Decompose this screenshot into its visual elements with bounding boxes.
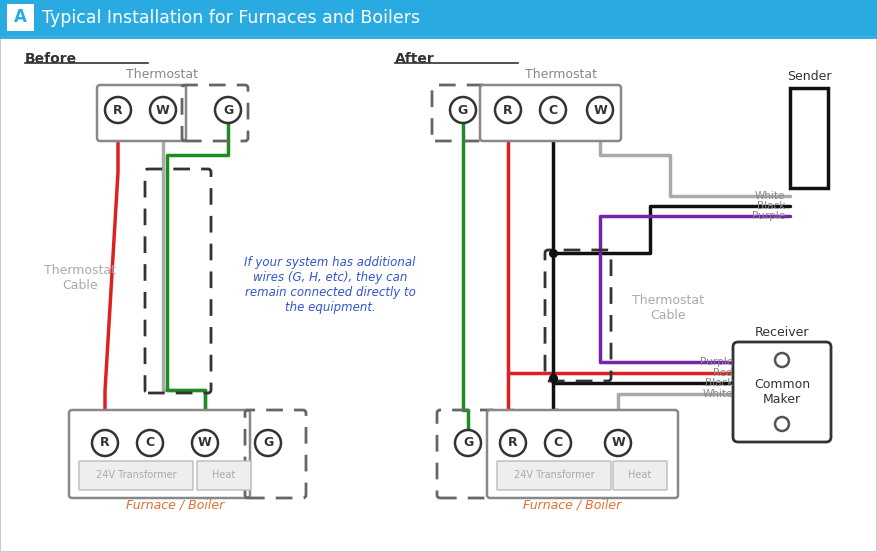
Bar xyxy=(790,88,828,188)
Text: C: C xyxy=(553,437,562,449)
Text: Receiver: Receiver xyxy=(755,326,809,339)
Circle shape xyxy=(215,97,241,123)
Circle shape xyxy=(540,97,566,123)
Bar xyxy=(0,0,877,36)
FancyBboxPatch shape xyxy=(197,461,251,490)
Text: G: G xyxy=(458,104,468,116)
Circle shape xyxy=(137,430,163,456)
Circle shape xyxy=(92,430,118,456)
Circle shape xyxy=(587,97,613,123)
FancyBboxPatch shape xyxy=(69,410,250,498)
Text: W: W xyxy=(198,437,212,449)
Text: Heat: Heat xyxy=(629,470,652,480)
FancyBboxPatch shape xyxy=(79,461,193,490)
Text: G: G xyxy=(263,437,273,449)
Text: Common
Maker: Common Maker xyxy=(754,378,810,406)
Text: If your system has additional
wires (G, H, etc), they can
remain connected direc: If your system has additional wires (G, … xyxy=(245,256,416,314)
Text: R: R xyxy=(508,437,517,449)
Circle shape xyxy=(150,97,176,123)
Text: Thermostat: Thermostat xyxy=(525,68,597,82)
Text: Before: Before xyxy=(25,52,77,66)
Text: W: W xyxy=(156,104,170,116)
Text: Thermostat
Cable: Thermostat Cable xyxy=(44,264,116,292)
Bar xyxy=(7,4,34,31)
Circle shape xyxy=(192,430,218,456)
Circle shape xyxy=(105,97,131,123)
Text: Purple: Purple xyxy=(700,357,733,367)
Text: After: After xyxy=(395,52,435,66)
Text: R: R xyxy=(100,437,110,449)
Text: W: W xyxy=(611,437,625,449)
FancyBboxPatch shape xyxy=(733,342,831,442)
Text: Furnace / Boiler: Furnace / Boiler xyxy=(523,498,621,512)
Text: Sender: Sender xyxy=(787,70,831,82)
Circle shape xyxy=(455,430,481,456)
Text: R: R xyxy=(113,104,123,116)
Text: W: W xyxy=(593,104,607,116)
Text: Typical Installation for Furnaces and Boilers: Typical Installation for Furnaces and Bo… xyxy=(42,9,420,27)
Circle shape xyxy=(775,417,789,431)
FancyBboxPatch shape xyxy=(613,461,667,490)
Text: White: White xyxy=(702,389,733,399)
Text: 24V Transformer: 24V Transformer xyxy=(514,470,595,480)
Text: Thermostat: Thermostat xyxy=(126,68,198,82)
Text: A: A xyxy=(13,8,26,26)
Circle shape xyxy=(500,430,526,456)
Text: C: C xyxy=(548,104,558,116)
Circle shape xyxy=(775,353,789,367)
Text: G: G xyxy=(463,437,473,449)
Text: Black: Black xyxy=(757,201,785,211)
Text: Heat: Heat xyxy=(212,470,236,480)
Text: Black: Black xyxy=(704,378,733,388)
Text: 24V Transformer: 24V Transformer xyxy=(96,470,176,480)
Text: Thermostat
Cable: Thermostat Cable xyxy=(632,294,704,322)
Text: Red: Red xyxy=(713,368,733,378)
Circle shape xyxy=(605,430,631,456)
Text: Furnace / Boiler: Furnace / Boiler xyxy=(126,498,225,512)
Text: G: G xyxy=(223,104,233,116)
Circle shape xyxy=(495,97,521,123)
FancyBboxPatch shape xyxy=(487,410,678,498)
Circle shape xyxy=(450,97,476,123)
Circle shape xyxy=(545,430,571,456)
Circle shape xyxy=(255,430,281,456)
Text: C: C xyxy=(146,437,154,449)
FancyBboxPatch shape xyxy=(497,461,611,490)
Text: Purple: Purple xyxy=(752,211,785,221)
Text: White: White xyxy=(754,191,785,201)
Text: R: R xyxy=(503,104,513,116)
FancyBboxPatch shape xyxy=(480,85,621,141)
FancyBboxPatch shape xyxy=(97,85,186,141)
